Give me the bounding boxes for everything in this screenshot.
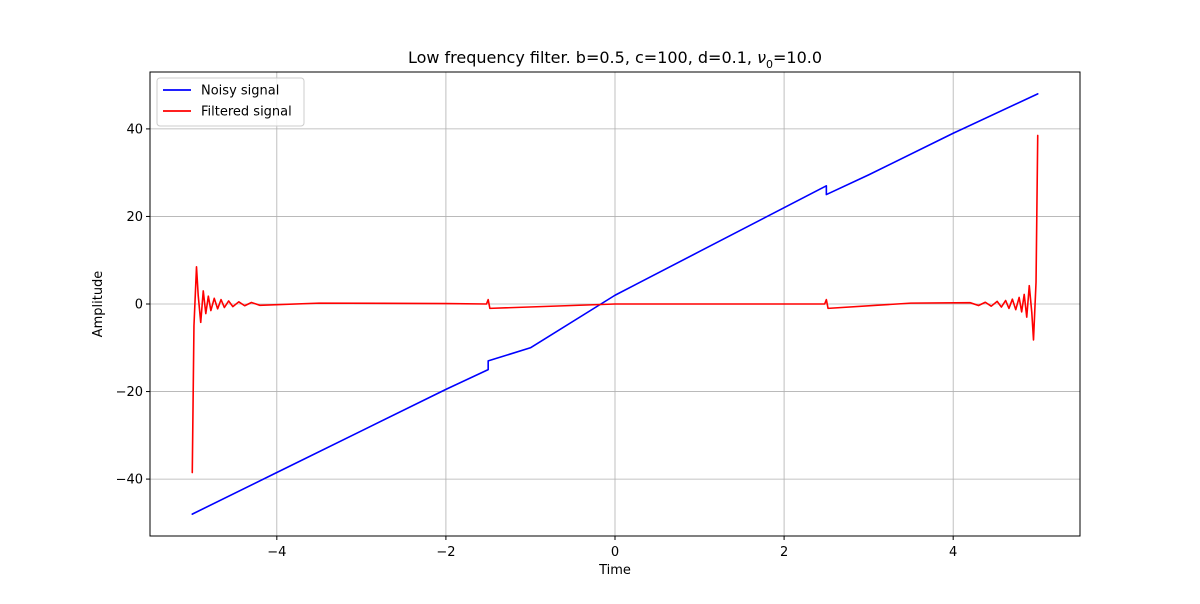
- y-axis-label: Amplitude: [91, 271, 106, 338]
- y-axis: −40 −20 0 20 40: [116, 122, 150, 488]
- x-tick-label: −4: [267, 545, 286, 560]
- legend-label: Filtered signal: [201, 105, 292, 120]
- x-tick-label: −2: [436, 545, 455, 560]
- y-tick-label: 40: [126, 122, 143, 137]
- title-nu-symbol: ν: [757, 48, 766, 67]
- legend-box: [156, 77, 305, 127]
- x-tick-label: 2: [780, 545, 788, 560]
- chart-title: Low frequency filter. b=0.5, c=100, d=0.…: [408, 48, 822, 71]
- title-subscript: 0: [766, 58, 773, 71]
- title-suffix: =10.0: [773, 48, 822, 67]
- plot-area: [191, 93, 1039, 515]
- x-tick-label: 0: [611, 545, 619, 560]
- legend-label: Noisy signal: [201, 84, 279, 99]
- series-line-filtered-signal: [191, 134, 1039, 474]
- legend: Noisy signal Filtered signal: [156, 77, 305, 127]
- y-tick-label: −20: [116, 385, 143, 400]
- y-tick-label: −40: [116, 473, 143, 488]
- x-tick-label: 4: [949, 545, 957, 560]
- y-tick-label: 20: [126, 210, 143, 225]
- x-axis: −4 −2 0 2 4: [267, 536, 957, 560]
- series-line-noisy-signal: [191, 93, 1039, 515]
- y-tick-label: 0: [135, 298, 143, 313]
- x-axis-label: Time: [598, 563, 631, 578]
